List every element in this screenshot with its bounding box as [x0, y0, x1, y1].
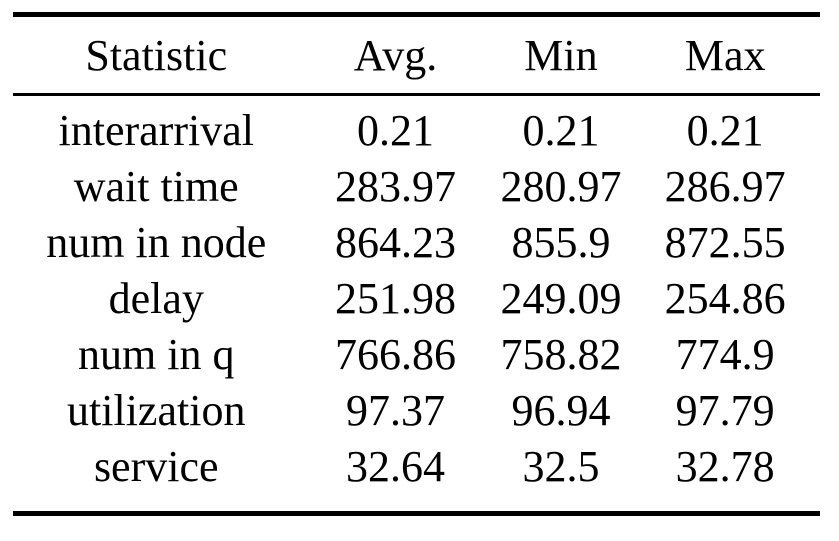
column-header-avg: Avg.	[299, 14, 492, 96]
stat-value: 32.64	[346, 442, 446, 491]
stat-value: 758.82	[500, 330, 622, 379]
table-row: num in node 864.23 855.9 872.55	[13, 215, 820, 271]
stat-value: 32.5	[522, 442, 600, 491]
stat-value: 0.21	[522, 106, 600, 155]
stat-label: wait time	[73, 162, 239, 211]
stat-value: 251.98	[335, 274, 457, 323]
stat-value: 855.9	[511, 218, 611, 267]
stat-value: 0.21	[357, 106, 435, 155]
table-row: num in q 766.86 758.82 774.9	[13, 327, 820, 383]
stat-value: 286.97	[664, 162, 786, 211]
stat-label: service	[93, 442, 219, 491]
stat-label: num in node	[46, 218, 267, 267]
table-body: interarrival 0.21 0.21 0.21 wait time 283.97 2…	[13, 95, 820, 514]
table-row: service 32.64 32.5 32.78	[13, 439, 820, 514]
stat-value: 254.86	[664, 274, 786, 323]
stat-value: 249.09	[500, 274, 622, 323]
table-header: Statistic Avg. Min Max	[13, 14, 820, 96]
table-row: delay 251.98 249.09 254.86	[13, 271, 820, 327]
column-header-statistic: Statistic	[13, 14, 300, 96]
table-row: wait time 283.97 280.97 286.97	[13, 159, 820, 215]
stat-label: utilization	[67, 386, 246, 435]
stat-value: 96.94	[511, 386, 611, 435]
stat-value: 97.79	[675, 386, 775, 435]
statistics-table: Statistic Avg. Min Max interarrival 0.21 0.21…	[13, 12, 820, 516]
stat-value: 32.78	[675, 442, 775, 491]
stat-label: delay	[108, 274, 204, 323]
paper-page: Statistic Avg. Min Max interarrival 0.21 0.21…	[0, 12, 839, 516]
table-row: utilization 97.37 96.94 97.79	[13, 383, 820, 439]
stat-value: 872.55	[664, 218, 786, 267]
table-row: interarrival 0.21 0.21 0.21	[13, 95, 820, 160]
stat-value: 0.21	[686, 106, 764, 155]
stat-value: 280.97	[500, 162, 622, 211]
stat-value: 766.86	[335, 330, 457, 379]
column-header-max: Max	[630, 14, 820, 96]
stat-value: 283.97	[335, 162, 457, 211]
header-row: Statistic Avg. Min Max	[13, 14, 820, 96]
stat-label: interarrival	[58, 106, 254, 155]
stat-value: 774.9	[675, 330, 775, 379]
stat-label: num in q	[78, 330, 235, 379]
stat-value: 97.37	[346, 386, 446, 435]
stat-value: 864.23	[335, 218, 457, 267]
column-header-min: Min	[491, 14, 631, 96]
